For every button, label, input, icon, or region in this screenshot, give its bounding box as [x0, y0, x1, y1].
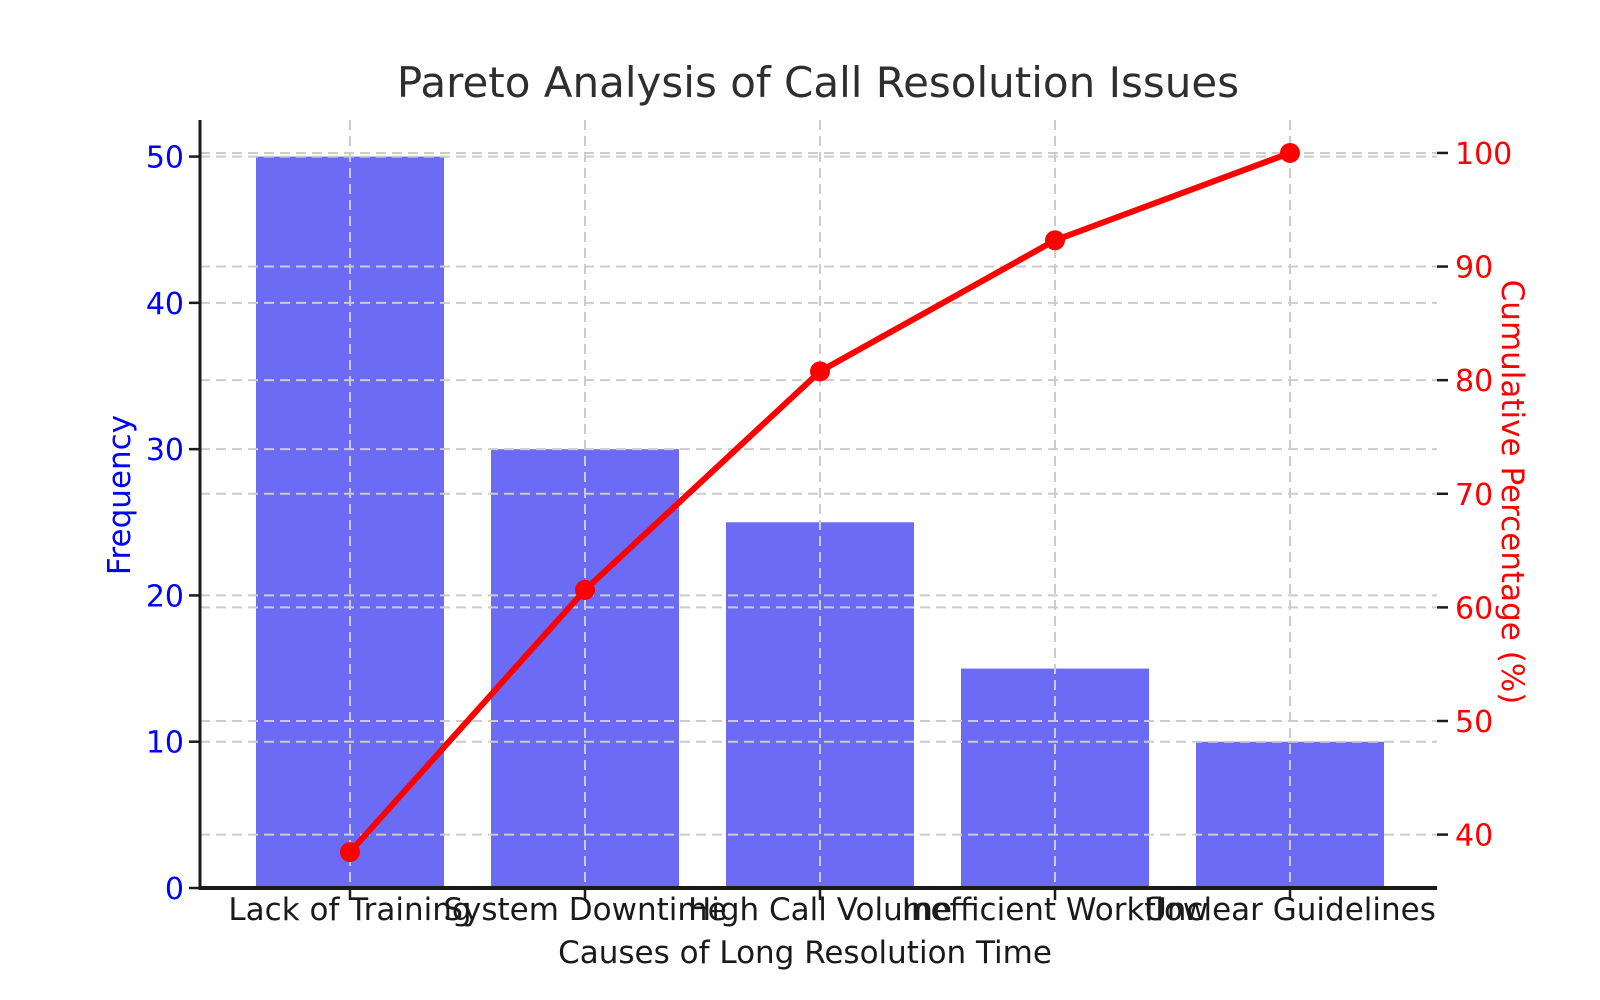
category-tick-label: High Call Volume	[688, 892, 952, 928]
left-axis-label: Frequency	[101, 414, 138, 576]
right-tick-label: 70	[1455, 478, 1493, 513]
left-tick-label: 50	[146, 141, 184, 176]
cumulative-marker	[1045, 230, 1065, 251]
left-tick-label: 30	[146, 433, 184, 468]
x-axis-label: Causes of Long Resolution Time	[558, 935, 1052, 971]
cumulative-marker	[810, 361, 830, 382]
left-tick-label: 40	[146, 287, 184, 322]
right-tick-label: 80	[1455, 364, 1493, 399]
category-tick-label: Lack of Training	[228, 892, 471, 928]
left-tick-label: 20	[146, 579, 184, 614]
chart-title: Pareto Analysis of Call Resolution Issue…	[396, 58, 1240, 107]
right-tick-label: 50	[1455, 705, 1493, 740]
category-tick-label: Inefficient Workflow	[902, 892, 1209, 928]
left-tick-label: 10	[146, 726, 184, 761]
cumulative-marker	[340, 842, 360, 863]
cumulative-marker	[575, 579, 595, 600]
right-tick-label: 90	[1455, 251, 1493, 286]
right-axis-label: Cumulative Percentage (%)	[1494, 279, 1531, 705]
right-tick-label: 60	[1455, 591, 1493, 626]
left-tick-label: 0	[165, 872, 184, 907]
category-tick-label: System Downtime	[443, 892, 726, 928]
right-tick-label: 100	[1455, 137, 1512, 172]
category-tick-label: Unclear Guidelines	[1144, 892, 1436, 928]
right-tick-label: 40	[1455, 819, 1493, 854]
cumulative-marker	[1280, 142, 1300, 163]
